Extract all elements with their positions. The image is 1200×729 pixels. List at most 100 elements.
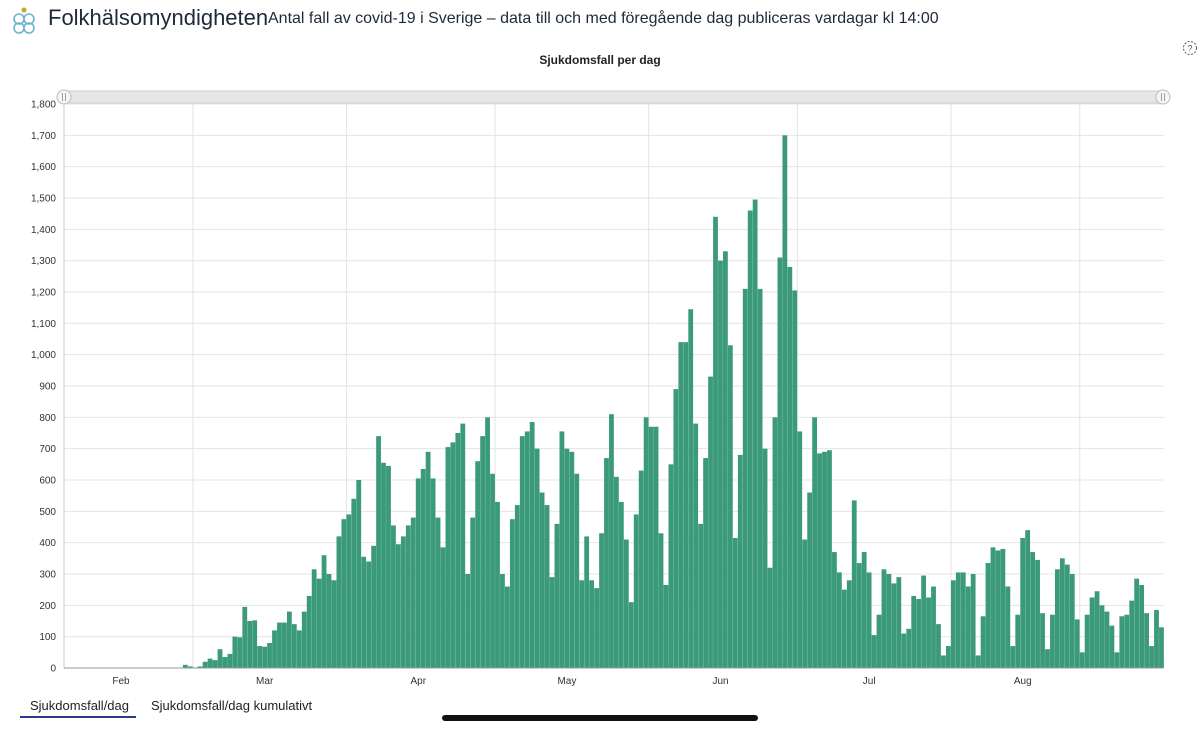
- bar[interactable]: [272, 630, 277, 668]
- bar[interactable]: [1149, 646, 1154, 668]
- bar[interactable]: [772, 417, 778, 668]
- bar[interactable]: [1109, 625, 1115, 668]
- bar[interactable]: [455, 433, 461, 668]
- range-scrollbar[interactable]: [56, 89, 1171, 105]
- bar[interactable]: [945, 646, 951, 668]
- bar[interactable]: [807, 492, 813, 668]
- bar[interactable]: [381, 462, 386, 668]
- bar[interactable]: [643, 417, 649, 668]
- bar[interactable]: [579, 580, 585, 668]
- bar[interactable]: [871, 635, 877, 668]
- bar[interactable]: [539, 492, 545, 668]
- bar[interactable]: [331, 580, 337, 668]
- bar[interactable]: [737, 454, 743, 668]
- bar[interactable]: [485, 417, 490, 668]
- bar[interactable]: [445, 447, 451, 668]
- bar[interactable]: [990, 547, 996, 668]
- bar[interactable]: [1129, 600, 1135, 668]
- bar[interactable]: [906, 628, 912, 668]
- bar[interactable]: [832, 552, 837, 668]
- bar[interactable]: [301, 611, 307, 668]
- bar[interactable]: [1025, 530, 1031, 668]
- bar[interactable]: [941, 655, 946, 668]
- bar[interactable]: [618, 501, 624, 668]
- bar[interactable]: [356, 480, 362, 668]
- bar[interactable]: [1124, 614, 1130, 668]
- bar[interactable]: [589, 580, 595, 668]
- bar[interactable]: [727, 345, 733, 668]
- bar[interactable]: [247, 621, 253, 668]
- bar[interactable]: [846, 580, 852, 668]
- bar[interactable]: [975, 655, 981, 668]
- bar[interactable]: [970, 574, 976, 668]
- bar[interactable]: [960, 572, 966, 668]
- bar[interactable]: [237, 637, 243, 668]
- bar[interactable]: [1045, 649, 1050, 668]
- bar[interactable]: [762, 448, 768, 668]
- bar[interactable]: [490, 473, 495, 668]
- bar[interactable]: [524, 431, 530, 668]
- bar[interactable]: [1074, 619, 1080, 668]
- bar[interactable]: [574, 473, 580, 668]
- bar[interactable]: [509, 519, 515, 668]
- bar[interactable]: [1154, 610, 1159, 668]
- bar[interactable]: [767, 567, 773, 668]
- bar[interactable]: [653, 426, 659, 668]
- bar[interactable]: [470, 517, 476, 668]
- bar[interactable]: [856, 563, 862, 668]
- bar[interactable]: [965, 586, 971, 668]
- bar[interactable]: [703, 458, 708, 668]
- bar[interactable]: [936, 624, 941, 668]
- range-scrollbar-track[interactable]: [61, 90, 1167, 104]
- bar[interactable]: [1000, 548, 1006, 668]
- bar[interactable]: [514, 505, 520, 668]
- bar[interactable]: [386, 465, 391, 668]
- bar[interactable]: [366, 561, 372, 668]
- bar[interactable]: [732, 537, 738, 668]
- bar[interactable]: [668, 464, 674, 668]
- bar[interactable]: [400, 536, 406, 668]
- bar[interactable]: [1040, 613, 1045, 668]
- bar[interactable]: [207, 658, 213, 668]
- bar[interactable]: [688, 309, 694, 668]
- bar[interactable]: [1015, 614, 1021, 668]
- bar[interactable]: [1079, 652, 1085, 668]
- bar[interactable]: [822, 451, 827, 668]
- bar[interactable]: [212, 660, 218, 668]
- bar[interactable]: [782, 135, 788, 668]
- bar[interactable]: [896, 577, 902, 668]
- bar[interactable]: [827, 450, 832, 668]
- bar[interactable]: [361, 556, 367, 668]
- bar[interactable]: [911, 595, 917, 668]
- bar[interactable]: [420, 469, 426, 668]
- bar[interactable]: [351, 498, 357, 668]
- bar[interactable]: [931, 586, 936, 668]
- bar[interactable]: [747, 210, 753, 668]
- bar[interactable]: [217, 649, 223, 668]
- bar[interactable]: [1030, 552, 1036, 668]
- bar[interactable]: [286, 611, 292, 668]
- bar[interactable]: [534, 448, 540, 668]
- bar[interactable]: [460, 423, 466, 668]
- bar[interactable]: [480, 436, 486, 668]
- bar[interactable]: [742, 288, 748, 668]
- bar[interactable]: [405, 525, 411, 668]
- bar[interactable]: [559, 431, 565, 668]
- bar[interactable]: [316, 578, 322, 668]
- bar[interactable]: [346, 514, 352, 668]
- bar[interactable]: [495, 501, 500, 668]
- bar[interactable]: [1005, 586, 1011, 668]
- bar[interactable]: [1069, 574, 1075, 668]
- bar[interactable]: [465, 574, 471, 668]
- bar[interactable]: [802, 539, 808, 668]
- bar[interactable]: [658, 533, 664, 668]
- bar[interactable]: [242, 606, 248, 668]
- bar[interactable]: [277, 622, 282, 668]
- bar[interactable]: [861, 552, 867, 668]
- bar[interactable]: [1020, 537, 1026, 668]
- bar[interactable]: [985, 563, 991, 668]
- help-icon[interactable]: ?: [1182, 40, 1198, 56]
- bar[interactable]: [1084, 614, 1090, 668]
- bar[interactable]: [599, 533, 604, 668]
- bar[interactable]: [708, 376, 713, 668]
